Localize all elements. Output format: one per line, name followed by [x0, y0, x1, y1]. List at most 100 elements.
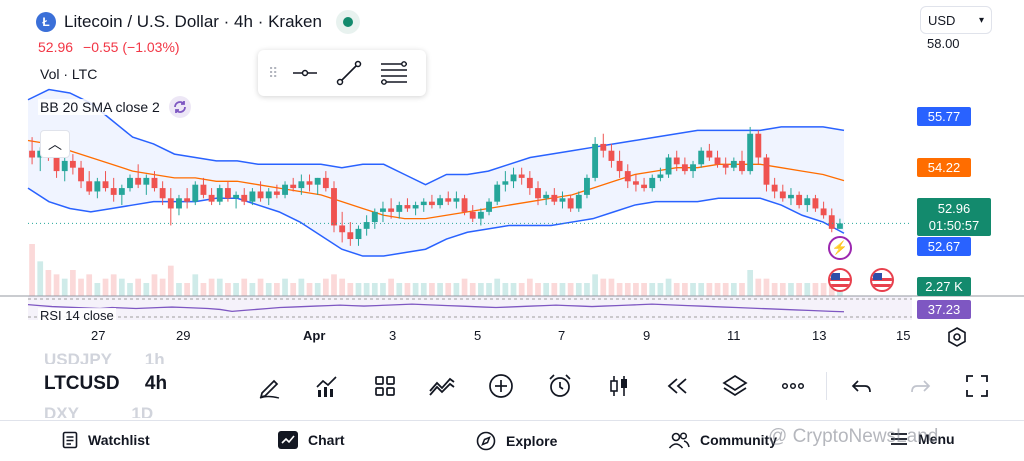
rsi-indicator-row[interactable]: RSI 14 close: [38, 308, 116, 322]
volume-bar: [314, 283, 321, 296]
candle-body: [322, 177, 329, 189]
volume-bar: [763, 278, 770, 296]
candle-body: [233, 194, 240, 199]
nav-menu[interactable]: Menu: [890, 431, 955, 447]
volume-bar: [110, 274, 117, 296]
volume-bar: [331, 274, 337, 296]
candle-body: [208, 194, 215, 202]
volume-bar: [208, 278, 215, 296]
volume-bar: [771, 283, 778, 296]
volume-bar: [494, 278, 501, 296]
fullscreen-button[interactable]: [963, 372, 991, 400]
rewind-icon: [667, 378, 687, 394]
redo-icon: [911, 380, 931, 393]
compare-button[interactable]: [428, 372, 456, 400]
price-chart[interactable]: [0, 0, 1024, 330]
candle-body: [273, 191, 280, 195]
nav-explore[interactable]: Explore: [476, 431, 557, 451]
us-flag-event-icon[interactable]: [870, 268, 894, 292]
symbol-picker-next[interactable]: DXY 1D: [44, 404, 184, 418]
volume-bar: [45, 270, 52, 296]
volume-bar: [437, 283, 443, 296]
candle-body: [608, 150, 615, 161]
draw-tool-button[interactable]: [256, 372, 284, 400]
add-button[interactable]: [487, 372, 515, 400]
candle-body: [445, 198, 452, 202]
collapse-indicators-button[interactable]: ︿: [40, 130, 70, 158]
fib-retracement-icon[interactable]: [378, 58, 410, 88]
market-status-icon[interactable]: [335, 10, 360, 34]
time-axis-label: 5: [474, 328, 482, 343]
candle-body: [314, 177, 321, 185]
compass-icon: [476, 431, 496, 451]
refresh-icon[interactable]: [168, 95, 192, 119]
lightning-event-icon[interactable]: ⚡: [828, 236, 852, 260]
pen-icon: [259, 379, 280, 399]
volume-bar: [192, 274, 199, 296]
symbol-picker-current[interactable]: LTCUSD 4h: [44, 373, 167, 395]
indicators-button[interactable]: [313, 372, 341, 400]
symbol-title[interactable]: Litecoin / U.S. Dollar · 4h · Kraken: [64, 12, 322, 31]
redo-button[interactable]: [906, 372, 934, 400]
volume-bar: [502, 283, 509, 296]
candle-body: [616, 160, 623, 172]
candle-body: [290, 184, 297, 189]
last-price: 52.96: [38, 39, 74, 55]
chart-header[interactable]: Ł Litecoin / U.S. Dollar · 4h · Kraken: [36, 10, 360, 34]
nav-community[interactable]: Community: [668, 431, 777, 449]
more-button[interactable]: [779, 372, 807, 400]
candle-body: [437, 198, 444, 206]
volume-bar: [812, 283, 819, 296]
nav-watchlist[interactable]: Watchlist: [62, 431, 150, 449]
time-axis[interactable]: 27 29 Apr 3 5 7 9 11 13 15: [0, 328, 1024, 346]
drag-handle-icon[interactable]: ⠿: [268, 64, 278, 81]
nav-chart[interactable]: Chart: [278, 431, 345, 449]
candle-body: [788, 194, 794, 199]
symbol-picker-prev[interactable]: USDJPY 1h: [44, 350, 184, 364]
volume-indicator-label[interactable]: Vol · LTC: [38, 66, 100, 82]
candle-body: [469, 211, 476, 219]
horizontal-line-icon[interactable]: [290, 58, 320, 88]
chart-type-button[interactable]: [605, 372, 633, 400]
candle-body: [518, 174, 525, 178]
volume-bar: [176, 283, 182, 296]
volume-bar: [722, 283, 729, 296]
candle-body: [355, 228, 362, 240]
candle-body: [192, 184, 199, 202]
volume-bar: [233, 283, 239, 296]
volume-bar: [535, 283, 541, 296]
currency-select[interactable]: USD ▾: [920, 6, 992, 34]
current-timeframe: 4h: [144, 373, 168, 394]
rsi-indicator-label: RSI 14 close: [38, 308, 116, 322]
candle-body: [78, 167, 84, 182]
volume-bar: [257, 278, 264, 296]
volume-bar: [78, 278, 84, 296]
volume-bar: [70, 270, 76, 296]
us-flag-event-icon[interactable]: [828, 268, 852, 292]
undo-button[interactable]: [848, 372, 876, 400]
undo-icon: [851, 380, 871, 393]
layers-button[interactable]: [721, 372, 749, 400]
currency-value: USD: [928, 12, 956, 28]
chevron-down-icon: ▾: [978, 14, 984, 26]
settings-icon[interactable]: [946, 326, 968, 348]
bb-indicator-row[interactable]: BB 20 SMA close 2: [38, 95, 192, 119]
chart-icon: [278, 431, 298, 449]
alert-button[interactable]: [546, 372, 574, 400]
alarm-clock-icon: [549, 374, 571, 397]
trend-line-icon[interactable]: [334, 58, 364, 88]
compare-icon: [429, 377, 455, 396]
volume-bar: [779, 283, 786, 296]
volume-bar: [94, 283, 101, 296]
candle-body: [347, 232, 354, 240]
volume-bar: [747, 270, 754, 296]
layout-button[interactable]: [371, 372, 399, 400]
candle-body: [567, 198, 574, 209]
candle-body: [804, 198, 811, 206]
candle-body: [477, 211, 484, 219]
volume-bar: [355, 283, 362, 296]
candle-body: [828, 215, 835, 229]
candle-body: [200, 184, 207, 195]
replay-button[interactable]: [664, 372, 692, 400]
volume-bar: [551, 283, 558, 296]
